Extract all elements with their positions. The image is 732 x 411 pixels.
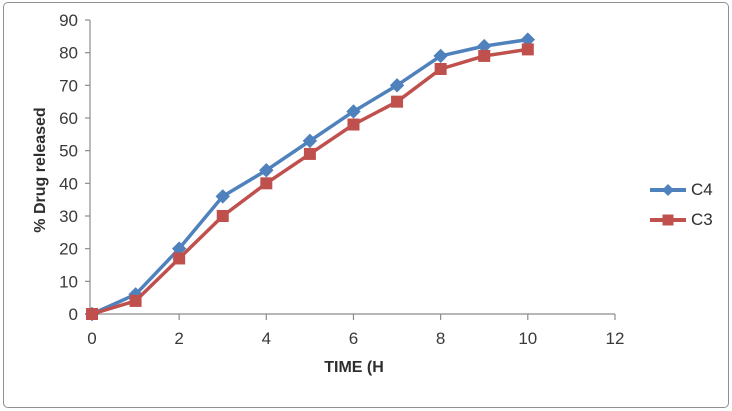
legend-item-C4: C4 [649, 180, 713, 199]
legend-key-C3 [650, 214, 686, 226]
series-C4-marker [215, 189, 230, 204]
series-C3-marker [521, 43, 534, 56]
x-tick-label: 12 [605, 329, 624, 348]
x-tick-label: 2 [174, 329, 183, 348]
x-tick-label: 8 [436, 329, 445, 348]
x-tick-label: 6 [349, 329, 358, 348]
series-C3-marker [478, 49, 491, 62]
y-axis-title: % Drug released [32, 107, 49, 233]
series-C3-marker [216, 209, 229, 222]
series-C3-marker [303, 147, 316, 160]
series-C3-line [90, 47, 530, 316]
series-C4-marker [389, 78, 405, 93]
y-tick-label: 50 [59, 142, 78, 161]
y-tick-label: 10 [59, 272, 78, 291]
x-tick-label: 4 [262, 329, 271, 348]
series-C3-marker [173, 252, 186, 265]
y-tick-label: 80 [59, 44, 78, 63]
series-C4-line [90, 37, 530, 316]
legend-key-C4 [650, 184, 686, 196]
legend-label-C3: C3 [691, 210, 713, 229]
series-C4-marker [302, 133, 318, 149]
series-C3-marker [129, 294, 142, 307]
series-C4-marker [259, 163, 274, 178]
series-C3-marker [260, 177, 273, 190]
x-tick-label: 0 [87, 329, 96, 348]
legend-marker-C3 [662, 214, 674, 226]
y-tick-label: 70 [59, 76, 78, 95]
x-tick-label: 10 [518, 329, 537, 348]
y-tick-label: 20 [59, 240, 78, 259]
legend-marker-C4 [662, 184, 674, 196]
series-C3-marker [434, 62, 447, 75]
series-C3-marker [347, 118, 360, 131]
series-C3-marker [391, 95, 404, 108]
y-tick-label: 30 [59, 207, 78, 226]
y-tick-label: 0 [69, 305, 78, 324]
series-C4-marker [346, 104, 361, 119]
series-C3-marker [86, 308, 98, 320]
legend-label-C4: C4 [691, 180, 713, 199]
y-tick-label: 60 [59, 109, 78, 128]
legend: C4 C3 [649, 180, 713, 229]
series-C4-marker [433, 48, 448, 64]
legend-item-C3: C3 [649, 210, 713, 229]
x-axis-title: TIME (H [324, 359, 384, 376]
y-tick-label: 40 [59, 174, 78, 193]
y-tick-label: 90 [59, 11, 78, 30]
